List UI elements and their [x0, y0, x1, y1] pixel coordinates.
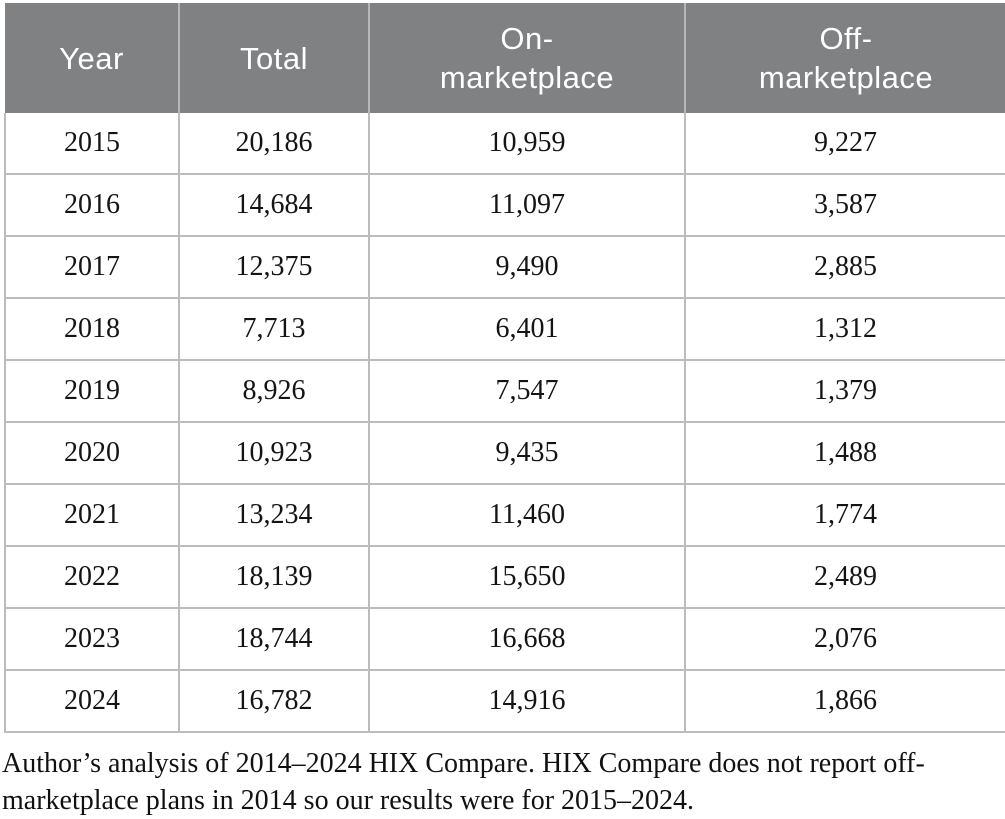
- col-header-on-marketplace: On- marketplace: [368, 3, 685, 113]
- col-header-off-marketplace: Off- marketplace: [684, 3, 1005, 113]
- off-marketplace-cell: 9,227: [684, 113, 1005, 175]
- total-cell: 8,926: [178, 359, 370, 423]
- total-cell: 13,234: [178, 483, 370, 547]
- on-marketplace-cell: 9,490: [368, 235, 686, 299]
- off-marketplace-cell: 2,076: [684, 607, 1005, 671]
- table-row: 2023 18,744 16,668 2,076: [4, 607, 1005, 671]
- year-cell: 2018: [4, 297, 180, 361]
- total-cell: 14,684: [178, 173, 370, 237]
- year-cell: 2024: [4, 669, 180, 733]
- on-marketplace-cell: 16,668: [368, 607, 686, 671]
- col-header-total: Total: [178, 3, 369, 113]
- off-marketplace-cell: 3,587: [684, 173, 1005, 237]
- total-cell: 16,782: [178, 669, 370, 733]
- year-cell: 2021: [4, 483, 180, 547]
- year-cell: 2015: [4, 113, 180, 175]
- on-marketplace-cell: 14,916: [368, 669, 686, 733]
- on-marketplace-cell: 15,650: [368, 545, 686, 609]
- col-header-year: Year: [5, 3, 179, 113]
- on-marketplace-cell: 7,547: [368, 359, 686, 423]
- table-row: 2018 7,713 6,401 1,312: [4, 297, 1005, 361]
- total-cell: 20,186: [178, 113, 370, 175]
- table-header: Year Total On- marketplace Off- marketpl…: [5, 3, 1005, 113]
- year-cell: 2017: [4, 235, 180, 299]
- table-row: 2020 10,923 9,435 1,488: [4, 421, 1005, 485]
- off-marketplace-cell: 2,489: [684, 545, 1005, 609]
- year-cell: 2019: [4, 359, 180, 423]
- off-marketplace-cell: 1,379: [684, 359, 1005, 423]
- off-marketplace-cell: 1,866: [684, 669, 1005, 733]
- year-cell: 2022: [4, 545, 180, 609]
- table-row: 2016 14,684 11,097 3,587: [4, 173, 1005, 237]
- off-marketplace-cell: 1,312: [684, 297, 1005, 361]
- off-marketplace-cell: 1,488: [684, 421, 1005, 485]
- off-marketplace-cell: 1,774: [684, 483, 1005, 547]
- table-row: 2015 20,186 10,959 9,227: [4, 113, 1005, 175]
- on-marketplace-cell: 11,097: [368, 173, 686, 237]
- year-cell: 2020: [4, 421, 180, 485]
- table-body: 2015 20,186 10,959 9,227 2016 14,684 11,…: [4, 113, 1005, 733]
- header-row: Year Total On- marketplace Off- marketpl…: [5, 3, 1005, 113]
- table-row: 2021 13,234 11,460 1,774: [4, 483, 1005, 547]
- on-marketplace-cell: 9,435: [368, 421, 686, 485]
- total-cell: 18,139: [178, 545, 370, 609]
- table-row: 2019 8,926 7,547 1,379: [4, 359, 1005, 423]
- total-cell: 18,744: [178, 607, 370, 671]
- total-cell: 12,375: [178, 235, 370, 299]
- table-figure: Year Total On- marketplace Off- marketpl…: [4, 3, 1005, 733]
- on-marketplace-cell: 6,401: [368, 297, 686, 361]
- footnote: Author’s analysis of 2014–2024 HIX Compa…: [2, 748, 925, 816]
- on-marketplace-cell: 11,460: [368, 483, 686, 547]
- total-cell: 10,923: [178, 421, 370, 485]
- on-marketplace-cell: 10,959: [368, 113, 686, 175]
- table-row: 2017 12,375 9,490 2,885: [4, 235, 1005, 299]
- off-marketplace-cell: 2,885: [684, 235, 1005, 299]
- table-row: 2024 16,782 14,916 1,866: [4, 669, 1005, 733]
- year-cell: 2023: [4, 607, 180, 671]
- table-row: 2022 18,139 15,650 2,489: [4, 545, 1005, 609]
- total-cell: 7,713: [178, 297, 370, 361]
- marketplace-plans-table: Year Total On- marketplace Off- marketpl…: [4, 3, 1005, 733]
- year-cell: 2016: [4, 173, 180, 237]
